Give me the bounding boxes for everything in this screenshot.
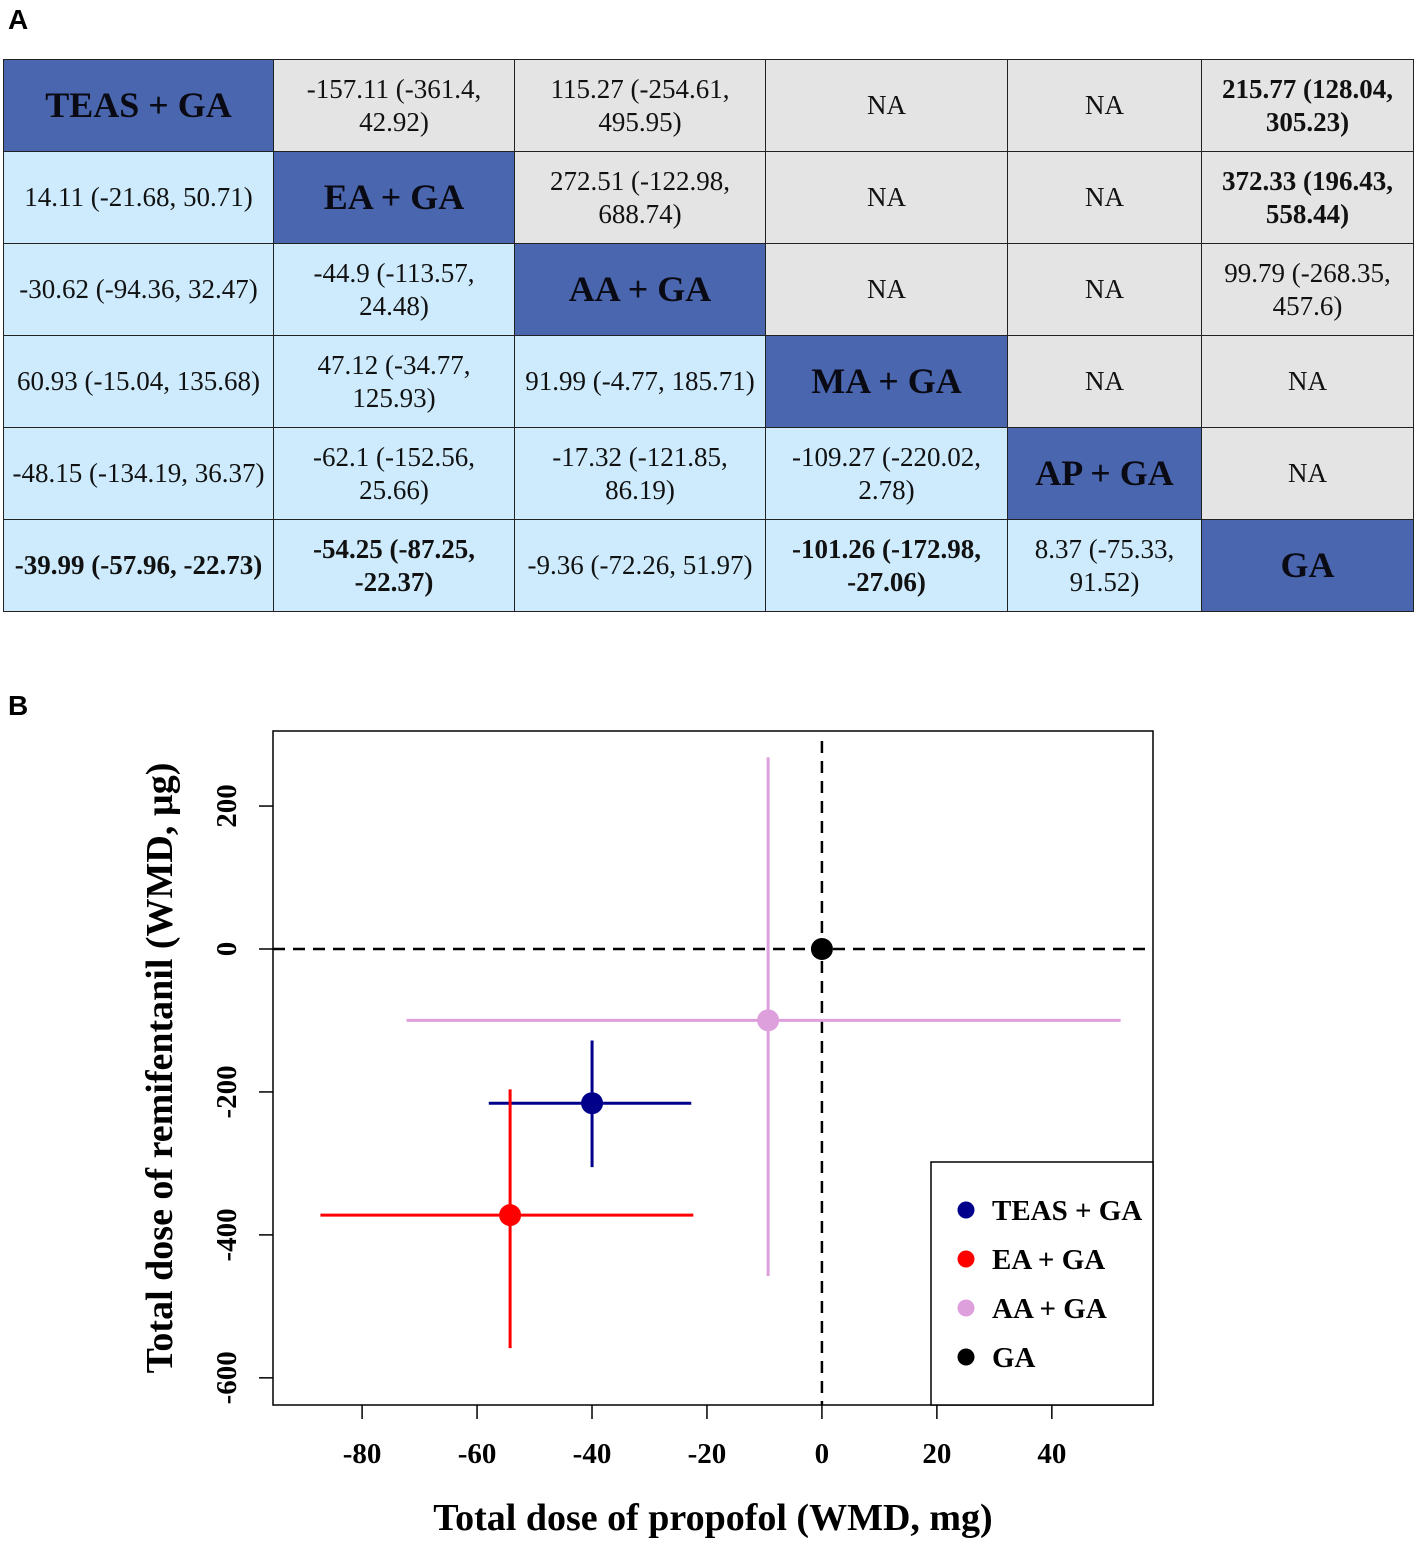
comparison-cell: -17.32 (-121.85, 86.19) bbox=[514, 427, 766, 520]
comparison-cell: 91.99 (-4.77, 185.71) bbox=[514, 335, 766, 428]
comparison-cell: -62.1 (-152.56, 25.66) bbox=[273, 427, 515, 520]
comparison-cell: 8.37 (-75.33, 91.52) bbox=[1007, 519, 1202, 612]
comparison-cell: -48.15 (-134.19, 36.37) bbox=[3, 427, 274, 520]
treatment-label-cell: AP + GA bbox=[1007, 427, 1202, 520]
comparison-cell: 215.77 (128.04, 305.23) bbox=[1201, 59, 1414, 152]
comparison-cell: NA bbox=[1007, 59, 1202, 152]
comparison-league-table: TEAS + GA -157.11 (-361.4, 42.92) 115.27 (… bbox=[3, 59, 1414, 612]
y-tick-label: -400 bbox=[211, 1208, 243, 1261]
treatment-label-cell: GA bbox=[1201, 519, 1414, 612]
comparison-cell: -54.25 (-87.25, -22.37) bbox=[273, 519, 515, 612]
table-row: 60.93 (-15.04, 135.68) 47.12 (-34.77, 125… bbox=[3, 335, 1414, 428]
comparison-cell: NA bbox=[1007, 335, 1202, 428]
legend-marker bbox=[957, 1299, 975, 1317]
y-tick-label: 200 bbox=[211, 784, 243, 828]
table-row: 14.11 (-21.68, 50.71) EA + GA 272.51 (-122… bbox=[3, 151, 1414, 244]
comparison-cell: -101.26 (-172.98, -27.06) bbox=[765, 519, 1008, 612]
comparison-cell: NA bbox=[1007, 151, 1202, 244]
table-row: -48.15 (-134.19, 36.37) -62.1 (-152.56, 2… bbox=[3, 427, 1414, 520]
plot-frame bbox=[272, 730, 1154, 1406]
comparison-cell: NA bbox=[1201, 335, 1414, 428]
legend-marker bbox=[957, 1250, 975, 1268]
x-axis-label: Total dose of propofol (WMD, mg) bbox=[433, 1497, 992, 1539]
ea-ga-point bbox=[499, 1204, 522, 1227]
y-tick-label: -200 bbox=[211, 1065, 243, 1118]
ga-point bbox=[810, 937, 833, 960]
comparison-cell: -30.62 (-94.36, 32.47) bbox=[3, 243, 274, 336]
y-tick-label: 0 bbox=[211, 942, 243, 957]
legend-label: GA bbox=[992, 1342, 1036, 1374]
table-row: -39.99 (-57.96, -22.73) -54.25 (-87.25, -… bbox=[3, 519, 1414, 612]
legend-marker bbox=[957, 1201, 975, 1219]
comparison-cell: -44.9 (-113.57, 24.48) bbox=[273, 243, 515, 336]
x-tick-label: -80 bbox=[343, 1438, 382, 1470]
legend-label: EA + GA bbox=[992, 1244, 1105, 1276]
panel-b-label: B bbox=[8, 690, 29, 721]
legend-label: AA + GA bbox=[992, 1293, 1107, 1325]
comparison-cell: NA bbox=[1007, 243, 1202, 336]
x-tick-label: 40 bbox=[1037, 1438, 1066, 1470]
comparison-cell: NA bbox=[765, 243, 1008, 336]
panel-a-label: A bbox=[8, 4, 29, 35]
comparison-cell: 115.27 (-254.61, 495.95) bbox=[514, 59, 766, 152]
comparison-cell: NA bbox=[1201, 427, 1414, 520]
comparison-cell: 14.11 (-21.68, 50.71) bbox=[3, 151, 274, 244]
comparison-cell: -9.36 (-72.26, 51.97) bbox=[514, 519, 766, 612]
table-row: TEAS + GA -157.11 (-361.4, 42.92) 115.27 (… bbox=[3, 59, 1414, 152]
x-tick-label: -60 bbox=[458, 1438, 497, 1470]
comparison-cell: -39.99 (-57.96, -22.73) bbox=[3, 519, 274, 612]
comparison-cell: NA bbox=[765, 59, 1008, 152]
x-tick-label: -20 bbox=[688, 1438, 727, 1470]
comparison-cell: 99.79 (-268.35, 457.6) bbox=[1201, 243, 1414, 336]
x-tick-label: 0 bbox=[815, 1438, 830, 1470]
comparison-cell: 60.93 (-15.04, 135.68) bbox=[3, 335, 274, 428]
treatment-label-cell: EA + GA bbox=[273, 151, 515, 244]
table-row: -30.62 (-94.36, 32.47) -44.9 (-113.57, 24… bbox=[3, 243, 1414, 336]
comparison-cell: 372.33 (196.43, 558.44) bbox=[1201, 151, 1414, 244]
comparison-cell: 272.51 (-122.98, 688.74) bbox=[514, 151, 766, 244]
y-axis-label: Total dose of remifentanil (WMD, µg) bbox=[139, 763, 181, 1374]
comparison-cell: -109.27 (-220.02, 2.78) bbox=[765, 427, 1008, 520]
treatment-label-cell: AA + GA bbox=[514, 243, 766, 336]
treatment-label-cell: TEAS + GA bbox=[3, 59, 274, 152]
legend-marker bbox=[957, 1348, 975, 1366]
legend-label: TEAS + GA bbox=[992, 1195, 1142, 1227]
x-tick-label: -40 bbox=[573, 1438, 612, 1470]
teas-ga-point bbox=[581, 1092, 604, 1115]
y-tick-label: -600 bbox=[211, 1351, 243, 1404]
x-tick-label: 20 bbox=[922, 1438, 951, 1470]
comparison-cell: NA bbox=[765, 151, 1008, 244]
aa-ga-point bbox=[757, 1009, 780, 1032]
